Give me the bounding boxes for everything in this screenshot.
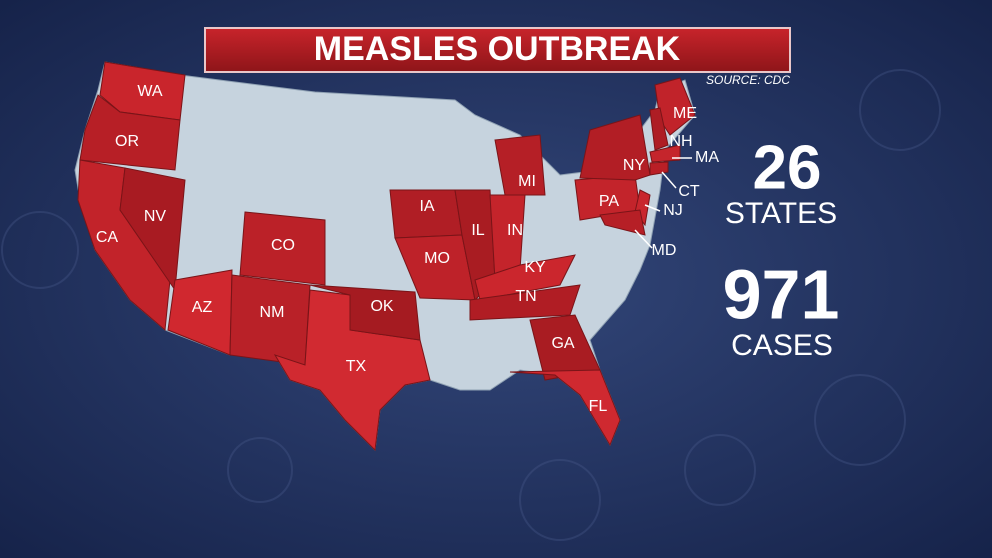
stat-label: STATES bbox=[725, 197, 837, 230]
title-banner bbox=[204, 27, 791, 73]
state-label: KY bbox=[524, 259, 546, 276]
stat-label: CASES bbox=[731, 329, 833, 362]
state-label: OK bbox=[370, 298, 393, 315]
stat-value: 971 bbox=[723, 255, 840, 333]
state-shape bbox=[649, 107, 669, 151]
state-labels: WA OR CA NV AZ NM CO TX OK IA MO IL IN MI KY TN GA FL PA NY… bbox=[96, 83, 719, 415]
leader-lines bbox=[634, 157, 692, 249]
state-label: AZ bbox=[192, 299, 213, 316]
background-cells bbox=[1, 69, 941, 541]
title: MEASLES OUTBREAK bbox=[314, 30, 681, 68]
state-shape bbox=[474, 254, 576, 301]
state-label: FL bbox=[589, 398, 608, 415]
source: SOURCE: CDC bbox=[706, 73, 790, 87]
state-label: OR bbox=[115, 133, 139, 150]
state-shape bbox=[509, 369, 621, 447]
state-shape bbox=[579, 114, 651, 181]
stat-value: 26 bbox=[753, 133, 822, 202]
state-shape bbox=[649, 161, 669, 176]
state-label: MD bbox=[652, 242, 677, 259]
state-shape bbox=[239, 211, 326, 286]
state-label: MA bbox=[695, 149, 719, 166]
state-label: CT bbox=[678, 183, 700, 200]
state-label: ME bbox=[673, 105, 697, 122]
state-label: WA bbox=[137, 83, 163, 100]
state-label: GA bbox=[551, 335, 574, 352]
state-shape bbox=[79, 94, 181, 171]
state-label: NV bbox=[144, 208, 167, 225]
state-label: NH bbox=[669, 133, 692, 150]
state-label: MI bbox=[518, 173, 536, 190]
state-shape bbox=[494, 134, 546, 196]
state-label: PA bbox=[599, 193, 619, 210]
state-label: MO bbox=[424, 250, 450, 267]
state-shape bbox=[309, 284, 421, 341]
state-label: IA bbox=[419, 198, 434, 215]
state-label: TN bbox=[515, 288, 536, 305]
state-label: NM bbox=[260, 304, 285, 321]
highlighted-states bbox=[77, 61, 696, 452]
state-label: CA bbox=[96, 229, 119, 246]
state-shape bbox=[469, 284, 581, 321]
state-label: CO bbox=[271, 237, 295, 254]
state-label: IN bbox=[507, 222, 523, 239]
state-label: IL bbox=[471, 222, 484, 239]
state-label: NY bbox=[623, 157, 646, 174]
state-shape bbox=[599, 209, 646, 236]
state-label: NJ bbox=[663, 202, 683, 219]
state-label: TX bbox=[346, 358, 367, 375]
